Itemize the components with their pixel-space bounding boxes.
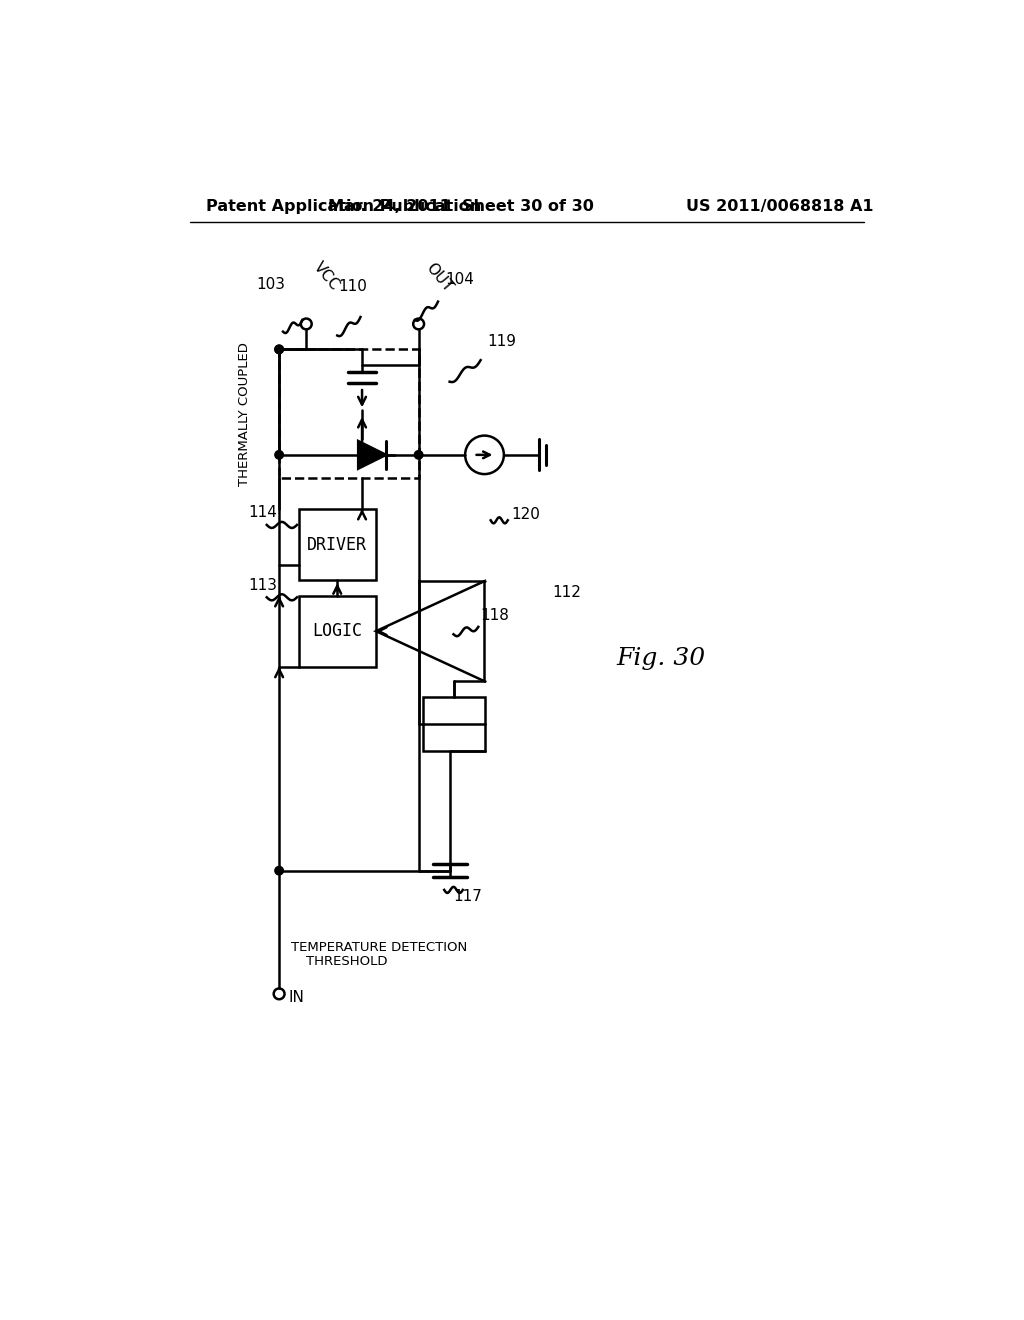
Text: 112: 112 <box>553 585 582 601</box>
Text: 113: 113 <box>248 578 278 593</box>
Bar <box>299 595 376 667</box>
Text: VCC: VCC <box>310 259 342 293</box>
Circle shape <box>274 866 284 875</box>
Text: 117: 117 <box>454 890 482 904</box>
Text: IN: IN <box>289 990 304 1006</box>
Text: 103: 103 <box>256 277 285 292</box>
Bar <box>299 508 376 581</box>
Text: US 2011/0068818 A1: US 2011/0068818 A1 <box>686 198 873 214</box>
Text: 110: 110 <box>339 279 368 294</box>
Text: THERMALLY COUPLED: THERMALLY COUPLED <box>238 342 251 486</box>
Bar <box>423 697 484 751</box>
Text: DRIVER: DRIVER <box>307 536 368 553</box>
Text: TEMPERATURE DETECTION: TEMPERATURE DETECTION <box>291 941 467 954</box>
Text: THRESHOLD: THRESHOLD <box>306 954 388 968</box>
Text: Mar. 24, 2011  Sheet 30 of 30: Mar. 24, 2011 Sheet 30 of 30 <box>329 198 594 214</box>
Circle shape <box>274 345 284 354</box>
Text: 119: 119 <box>487 334 516 348</box>
Circle shape <box>274 450 284 459</box>
Text: Fig. 30: Fig. 30 <box>616 647 706 671</box>
Text: OUT: OUT <box>423 260 455 294</box>
Text: Patent Application Publication: Patent Application Publication <box>206 198 480 214</box>
Circle shape <box>274 345 284 354</box>
Text: 104: 104 <box>445 272 475 286</box>
Polygon shape <box>376 581 484 681</box>
Text: LOGIC: LOGIC <box>312 622 362 640</box>
Circle shape <box>415 450 423 459</box>
Text: 114: 114 <box>248 506 278 520</box>
Polygon shape <box>358 441 386 469</box>
Text: 120: 120 <box>511 507 540 521</box>
Text: 118: 118 <box>480 609 510 623</box>
